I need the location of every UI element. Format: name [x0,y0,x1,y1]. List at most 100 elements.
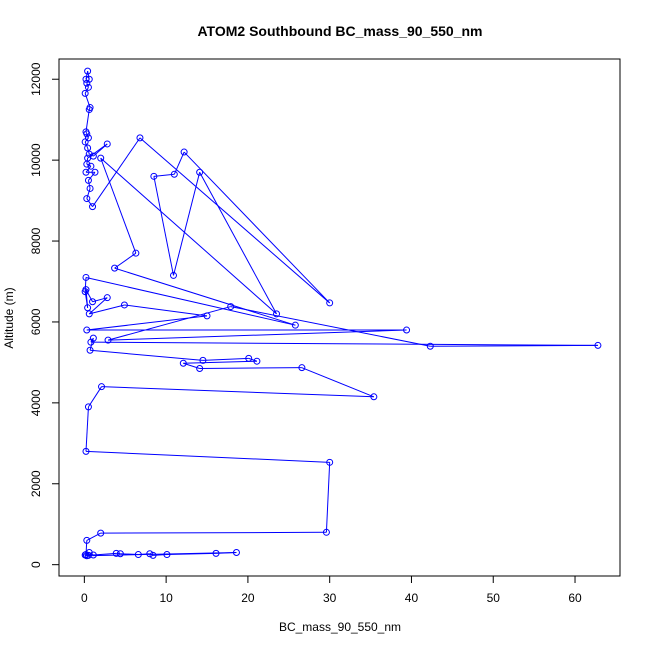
series-segment [84,93,91,108]
series-segment [88,171,96,181]
data-point [120,301,128,309]
chart-title: ATOM2 Southbound BC_mass_90_550_nm [197,23,482,39]
y-tick-label: 10000 [29,143,43,177]
x-tick-label: 60 [568,591,582,605]
data-point [111,264,119,272]
series-segment [87,143,108,159]
data-point [370,393,378,401]
data-point [298,364,306,372]
x-tick-label: 30 [323,591,337,605]
series-segment [85,109,90,132]
series-segment [84,137,89,143]
series-segment [93,552,117,556]
data-point [89,203,97,211]
x-tick-label: 40 [405,591,419,605]
series-segment [183,360,257,364]
data-point [86,184,94,192]
x-tick-label: 50 [487,591,501,605]
data-point [83,130,91,138]
data-point [84,403,92,411]
series-segment [153,554,167,556]
series-segment [183,151,331,304]
series-segment [173,172,201,276]
data-point [84,176,92,184]
series-segment [86,188,91,199]
data-point [326,458,334,466]
series-segment [199,367,302,369]
data-point [84,67,92,75]
series-segment [85,289,93,302]
series-lines [84,71,598,557]
data-point [163,551,171,559]
data-point [146,550,154,558]
series-segment [88,386,102,408]
data-point [83,195,91,203]
data-point [196,168,204,176]
series-segment [85,276,296,326]
series-segment [230,306,431,347]
data-point [83,326,91,334]
series-segment [124,304,208,317]
data-point [594,341,602,349]
series-segment [173,151,185,175]
data-point [212,549,220,557]
y-tick-label: 6000 [29,308,43,335]
data-point [245,354,253,362]
data-point [403,326,411,334]
data-point [103,140,111,148]
series-segment [248,357,258,362]
data-point [112,549,120,557]
data-point [253,357,261,365]
data-point [85,106,93,114]
series-segment [86,552,237,557]
data-point [82,75,90,83]
data-point [227,303,235,311]
y-tick-label: 0 [29,561,43,568]
data-point [89,551,97,559]
series-segment [86,198,93,207]
data-point [81,89,89,97]
data-point [85,310,93,318]
data-point [82,273,90,281]
series-segment [139,137,331,304]
data-point [103,294,111,302]
data-point [291,321,299,329]
data-point [322,528,330,536]
x-axis-label: BC_mass_90_550_nm [279,620,401,634]
data-point [196,364,204,372]
series-segment [114,252,137,269]
y-tick-label: 2000 [29,470,43,497]
data-point [83,536,91,544]
y-tick-label: 4000 [29,389,43,416]
data-point [203,312,211,320]
data-point [116,550,124,558]
data-point [150,172,158,180]
series-segment [85,165,92,173]
data-point [89,298,97,306]
series-segment [101,386,374,398]
data-point [169,271,177,279]
series-segment [88,297,108,315]
data-point [84,83,92,91]
data-point [82,447,90,455]
data-point [86,346,94,354]
data-point [84,551,92,559]
data-point [199,356,207,364]
data-point [91,168,99,176]
series-segment [87,180,91,189]
data-point [326,299,334,307]
data-point [82,168,90,176]
series-segment [114,267,296,326]
series-segment [153,176,174,276]
series-segment [199,172,277,315]
series-segment [301,367,375,398]
series-segment [100,531,327,534]
series-segment [84,277,87,292]
data-point [180,148,188,156]
series-segment [90,341,598,346]
series-segment [90,349,203,361]
data-point [89,334,97,342]
series-segment [89,304,125,315]
data-point [81,551,89,559]
